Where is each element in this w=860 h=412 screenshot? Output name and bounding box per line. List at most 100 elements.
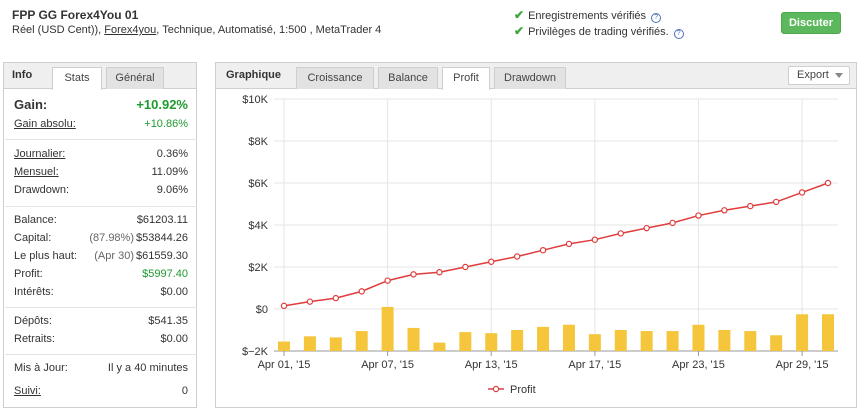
profit-point: [565, 240, 573, 248]
divider: [5, 139, 197, 140]
drawdown-row: Drawdown: 9.06%: [14, 184, 188, 200]
tab-drawdown[interactable]: Drawdown: [494, 67, 566, 89]
divider: [5, 354, 197, 355]
daily-bar: [511, 330, 524, 351]
tab-croissance[interactable]: Croissance: [296, 67, 374, 89]
x-tick-label: Apr 07, '15: [361, 359, 414, 371]
profit-label: Profit:: [14, 268, 43, 280]
profit-point: [747, 202, 754, 210]
profit-point: [591, 236, 599, 243]
profit-point: [462, 263, 469, 271]
profit-point: [772, 198, 780, 206]
profit-row: Profit: $5997.40: [14, 268, 188, 284]
tab-profit[interactable]: Profit: [442, 67, 490, 90]
x-tick-label: Apr 17, '15: [568, 359, 621, 371]
daily-bar: [459, 332, 472, 351]
daily-bar: [588, 334, 601, 351]
help-icon[interactable]: ?: [651, 13, 662, 23]
help-icon[interactable]: ?: [673, 29, 684, 39]
daily-bar: [537, 326, 550, 351]
daily-label[interactable]: Journalier:: [14, 148, 66, 160]
highest-date: (Apr 30): [94, 250, 134, 262]
daily-bar: [355, 331, 368, 351]
profit-point: [332, 294, 340, 302]
profit-point: [488, 258, 495, 265]
interest-value: $0.00: [160, 286, 188, 298]
profit-point: [824, 179, 832, 187]
follow-row: Suivi: 0: [14, 385, 188, 401]
withdrawals-label: Retraits:: [14, 333, 55, 345]
info-panel-title: Info: [12, 69, 33, 81]
updated-row: Mis à Jour: Il y a 40 minutes: [14, 362, 188, 378]
verified-records-label: Enregistrements vérifiés: [528, 10, 647, 22]
account-type: Réel (USD Cent)),: [12, 24, 105, 36]
divider: [5, 206, 197, 207]
profit-point: [384, 277, 391, 284]
daily-value: 0.36%: [156, 148, 188, 160]
account-subtitle: Réel (USD Cent)), Forex4you, Technique, …: [12, 24, 381, 36]
follow-value: 0: [181, 385, 188, 397]
verified-records: ✔ Enregistrements vérifiés?: [514, 8, 662, 23]
broker-link[interactable]: Forex4you: [104, 24, 157, 36]
daily-bar: [796, 314, 809, 351]
equity-value: $53844.26: [136, 232, 188, 244]
legend-label: Profit: [510, 384, 536, 396]
discuss-button[interactable]: Discuter: [781, 12, 841, 34]
highest-label: Le plus haut:: [14, 250, 77, 262]
export-button[interactable]: Export: [788, 66, 850, 85]
monthly-value: 11.09%: [151, 166, 189, 178]
highest-value: $61559.30: [136, 250, 188, 262]
profit-point: [539, 246, 547, 254]
divider: [5, 307, 197, 308]
chart-panel: Graphique Croissance Balance Profit Draw…: [215, 62, 857, 408]
tab-stats[interactable]: Stats: [52, 67, 102, 90]
chart-tabbar: Graphique Croissance Balance Profit Draw…: [216, 63, 856, 90]
daily-row: Journalier: 0.36%: [14, 148, 188, 164]
y-tick-label: $8K: [248, 136, 268, 148]
abs-gain-label[interactable]: Gain absolu:: [14, 118, 76, 130]
interest-row: Intérêts: $0.00: [14, 286, 188, 302]
profit-value: $5997.40: [142, 268, 188, 280]
follow-label[interactable]: Suivi:: [14, 385, 41, 397]
highest-row: Le plus haut: (Apr 30) $61559.30: [14, 250, 188, 266]
profit-point: [513, 253, 521, 260]
abs-gain-value: +10.86%: [144, 118, 188, 130]
verified-privileges: ✔ Privilèges de trading vérifiés.?: [514, 24, 684, 39]
chart-panel-title: Graphique: [226, 69, 282, 81]
account-title: FPP GG Forex4You 01: [12, 8, 139, 22]
daily-bar: [485, 333, 498, 351]
interest-label: Intérêts:: [14, 286, 54, 298]
profit-point: [280, 302, 288, 310]
chevron-down-icon: [835, 73, 843, 78]
gain-label: Gain:: [14, 97, 48, 112]
profit-point: [721, 207, 728, 214]
daily-bar: [562, 324, 575, 351]
gain-row: Gain: +10.92%: [14, 97, 188, 113]
profit-line: [283, 182, 829, 307]
tab-balance[interactable]: Balance: [378, 67, 438, 89]
monthly-label[interactable]: Mensuel:: [14, 166, 59, 178]
balance-label: Balance:: [14, 214, 57, 226]
x-tick-label: Apr 13, '15: [465, 359, 518, 371]
daily-bar: [303, 336, 316, 351]
deposits-label: Dépôts:: [14, 315, 52, 327]
y-tick-label: $0: [256, 304, 268, 316]
tab-general[interactable]: Général: [106, 67, 164, 89]
profit-point: [695, 212, 702, 219]
updated-label: Mis à Jour:: [14, 362, 68, 374]
abs-gain-row: Gain absolu: +10.86%: [14, 118, 188, 134]
equity-row: Capital: (87.98%) $53844.26: [14, 232, 188, 248]
daily-bar: [744, 331, 757, 351]
y-tick-label: $4K: [248, 220, 268, 232]
export-label: Export: [797, 69, 829, 81]
daily-bar: [640, 331, 653, 351]
balance-row: Balance: $61203.11: [14, 214, 188, 230]
profit-point: [410, 271, 417, 278]
y-tick-label: $2K: [248, 262, 268, 274]
profit-point: [306, 298, 314, 305]
legend-point-swatch: [492, 385, 500, 393]
daily-bar: [433, 342, 446, 351]
profit-point: [617, 230, 624, 237]
account-details: , Technique, Automatisé, 1:500 , MetaTra…: [156, 24, 382, 36]
daily-bar: [666, 331, 679, 351]
